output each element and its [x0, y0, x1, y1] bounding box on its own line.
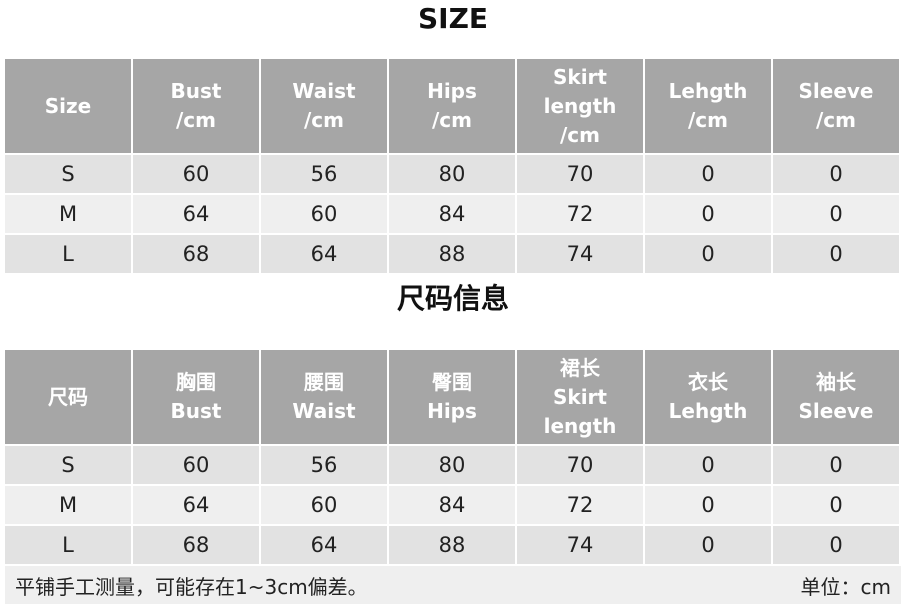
column-header-line: 胸围 — [176, 370, 216, 394]
column-header: 尺码 — [5, 350, 131, 444]
table-cell: 0 — [645, 235, 771, 273]
table-cell: 0 — [645, 195, 771, 233]
table-cell: S — [5, 155, 131, 193]
column-header-line: 袖长 — [816, 370, 856, 394]
table-cell: 74 — [517, 235, 643, 273]
table-row: M 64 60 84 72 0 0 — [5, 486, 899, 524]
size-chart-title-chinese: 尺码信息 — [396, 282, 509, 315]
column-header-line: Size — [44, 93, 92, 118]
column-header: 腰围 Waist — [261, 350, 387, 444]
column-header-line: 臀围 — [432, 370, 472, 394]
table-cell: 0 — [773, 195, 899, 233]
table-cell: 0 — [645, 155, 771, 193]
table-cell: 60 — [133, 446, 259, 484]
column-header-line: Bust — [170, 399, 222, 423]
column-header: 衣长 Lehgth — [645, 350, 771, 444]
column-header-line: Sleeve — [798, 399, 874, 423]
column-header-line: 腰围 — [304, 370, 344, 394]
table-cell: 0 — [645, 526, 771, 564]
table-cell: 72 — [517, 486, 643, 524]
table-cell: M — [5, 195, 131, 233]
table-cell: 56 — [261, 155, 387, 193]
table-cell: 84 — [389, 195, 515, 233]
table-cell: 60 — [261, 486, 387, 524]
column-header-line: length — [543, 413, 617, 438]
column-header-line: /cm — [688, 108, 728, 132]
table-cell: 68 — [133, 526, 259, 564]
table-cell: 88 — [389, 526, 515, 564]
column-header: Lehgth/cm — [645, 59, 771, 153]
table-cell: 0 — [773, 526, 899, 564]
table-cell: 88 — [389, 235, 515, 273]
table-row: L 68 64 88 74 0 0 — [5, 235, 899, 273]
table-cell: 56 — [261, 446, 387, 484]
table-cell: S — [5, 446, 131, 484]
column-header-line: Hips — [427, 79, 477, 103]
column-header-line: Skirt — [553, 64, 607, 89]
table-row: L 68 64 88 74 0 0 — [5, 526, 899, 564]
table-row: S 60 56 80 70 0 0 — [5, 155, 899, 193]
column-header-line: Bust — [170, 79, 222, 103]
table-cell: 0 — [773, 235, 899, 273]
column-header-line: 衣长 — [688, 370, 728, 394]
header-row: 尺码 胸围 Bust 腰围 Waist 臀围 Hips 裙长 Skirt length 衣长 Lehg… — [5, 350, 899, 444]
column-header-line: /cm — [816, 108, 856, 132]
table-cell: M — [5, 486, 131, 524]
column-header-line: Skirt — [553, 384, 607, 409]
footer-note-bar: 平铺手工测量，可能存在1~3cm偏差。 单位：cm — [5, 566, 901, 604]
column-header: 裙长 Skirt length — [517, 350, 643, 444]
table-cell: 0 — [773, 446, 899, 484]
column-header: Sleeve/cm — [773, 59, 899, 153]
column-header-line: /cm — [560, 122, 600, 147]
table-cell: 72 — [517, 195, 643, 233]
column-header-line: /cm — [304, 108, 344, 132]
table-cell: 64 — [261, 235, 387, 273]
column-header: Size — [5, 59, 131, 153]
table-row: S 60 56 80 70 0 0 — [5, 446, 899, 484]
table-cell: 70 — [517, 155, 643, 193]
table-cell: 0 — [773, 155, 899, 193]
table-cell: 68 — [133, 235, 259, 273]
column-header-line: length — [543, 93, 617, 118]
column-header: Bust/cm — [133, 59, 259, 153]
table-cell: 0 — [773, 486, 899, 524]
column-header-line: Lehgth — [668, 79, 748, 103]
table-cell: 80 — [389, 155, 515, 193]
column-header-line: Waist — [292, 79, 356, 103]
table-cell: 80 — [389, 446, 515, 484]
column-header-line: Lehgth — [668, 399, 748, 423]
table-cell: 64 — [133, 486, 259, 524]
column-header: 胸围 Bust — [133, 350, 259, 444]
column-header-line: Sleeve — [798, 79, 874, 103]
column-header-line: /cm — [432, 108, 472, 132]
column-header: Skirt length/cm — [517, 59, 643, 153]
size-table-chinese: 尺码 胸围 Bust 腰围 Waist 臀围 Hips 裙长 Skirt length 衣长 Lehg… — [3, 348, 901, 566]
table-cell: 0 — [645, 446, 771, 484]
measurement-note: 平铺手工测量，可能存在1~3cm偏差。 — [15, 574, 368, 599]
size-table-english: Size Bust/cm Waist/cm Hips/cm Skirt length/cm… — [3, 57, 901, 275]
column-header: 袖长 Sleeve — [773, 350, 899, 444]
table-cell: 60 — [261, 195, 387, 233]
table-cell: 60 — [133, 155, 259, 193]
unit-label: 单位：cm — [800, 574, 891, 599]
table-cell: 84 — [389, 486, 515, 524]
column-header-line: Waist — [292, 399, 356, 423]
header-row: Size Bust/cm Waist/cm Hips/cm Skirt length/cm… — [5, 59, 899, 153]
column-header-line: 尺码 — [48, 384, 88, 409]
column-header-line: /cm — [176, 108, 216, 132]
table-cell: 74 — [517, 526, 643, 564]
column-header: 臀围 Hips — [389, 350, 515, 444]
table-row: M 64 60 84 72 0 0 — [5, 195, 899, 233]
table-cell: 64 — [133, 195, 259, 233]
table-cell: 70 — [517, 446, 643, 484]
size-chart-title: SIZE — [417, 2, 488, 35]
table-cell: L — [5, 526, 131, 564]
table-cell: 64 — [261, 526, 387, 564]
table-cell: 0 — [645, 486, 771, 524]
column-header-line: 裙长 — [560, 355, 600, 380]
column-header: Waist/cm — [261, 59, 387, 153]
column-header-line: Hips — [427, 399, 477, 423]
column-header: Hips/cm — [389, 59, 515, 153]
table-cell: L — [5, 235, 131, 273]
